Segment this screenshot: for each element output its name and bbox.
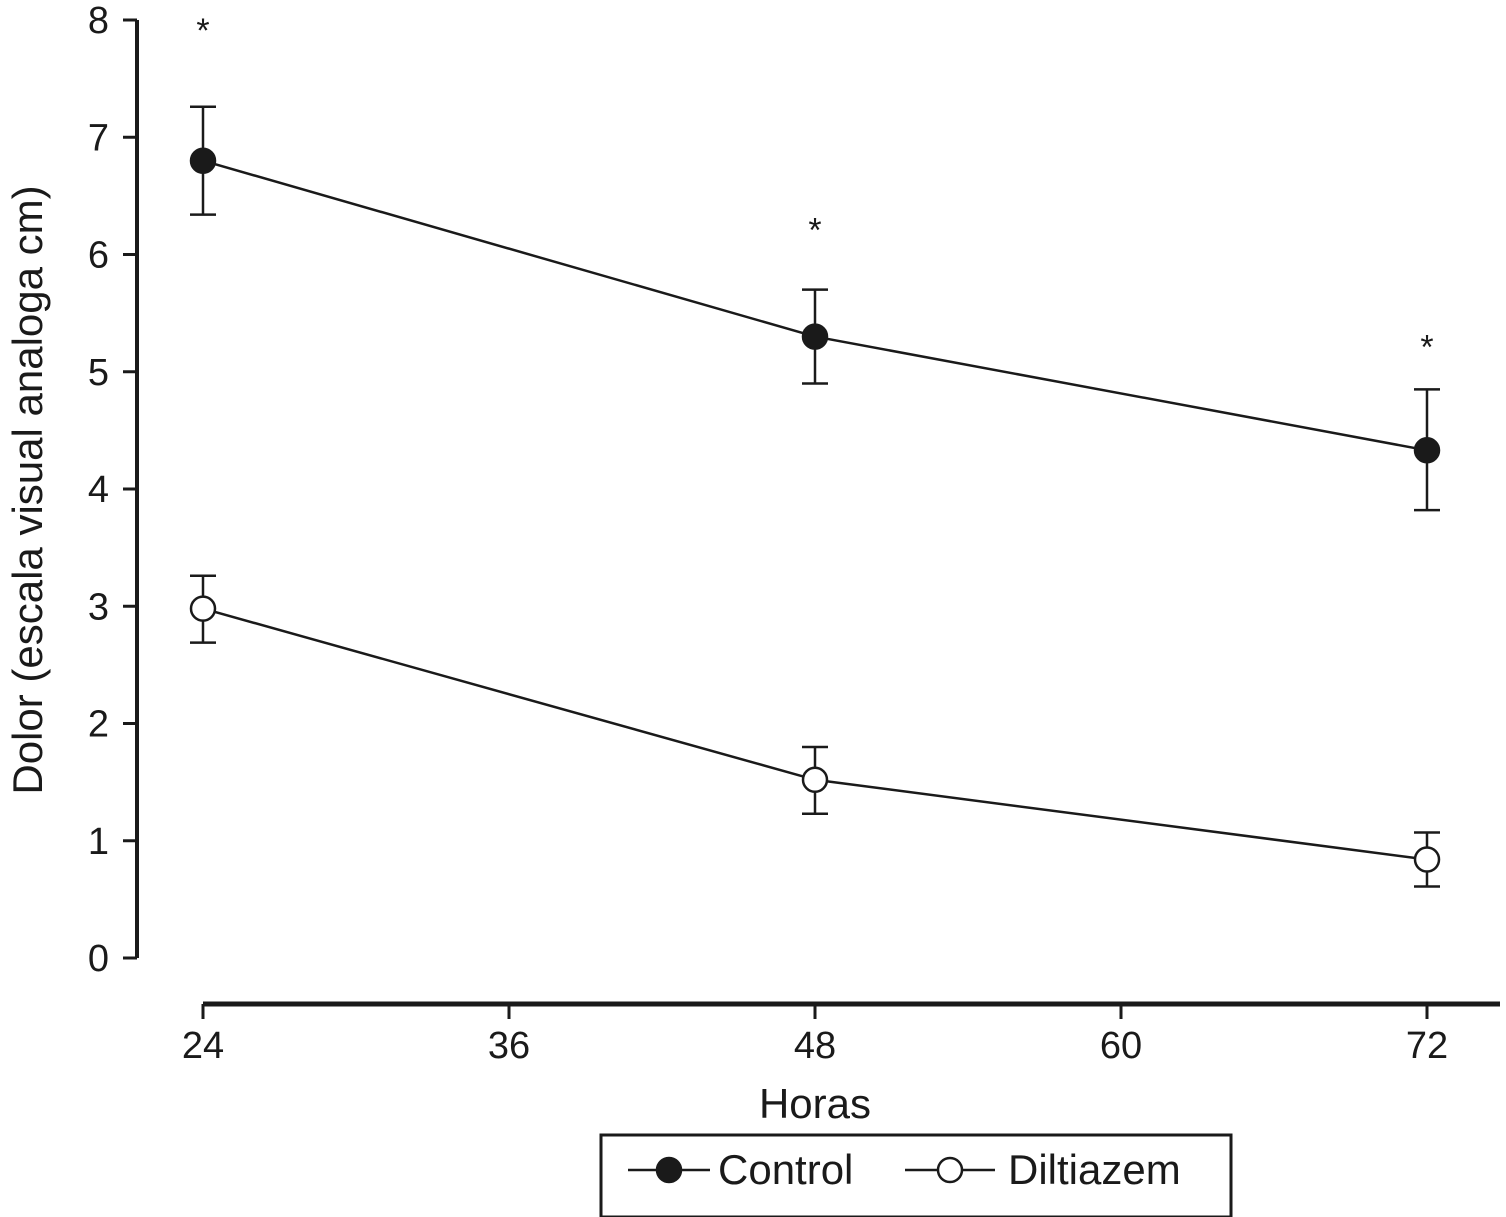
significance-marker: * [196,12,209,50]
data-point [1415,438,1439,462]
data-point [191,597,215,621]
legend-control-marker [657,1158,681,1182]
y-tick-label: 4 [88,469,109,511]
data-point [191,149,215,173]
y-tick-label: 1 [88,821,109,863]
x-tick-label: 36 [488,1025,530,1067]
data-point [803,325,827,349]
x-tick-label: 48 [794,1025,836,1067]
y-tick-label: 2 [88,704,109,746]
legend: Control Diltiazem [601,1135,1231,1217]
y-tick-label: 6 [88,235,109,277]
significance-marker: * [1420,329,1433,367]
x-tick-label: 60 [1100,1025,1142,1067]
series-line [203,609,1427,860]
y-tick-label: 8 [88,0,109,42]
y-tick-label: 3 [88,586,109,628]
x-axis-title: Horas [759,1080,871,1127]
y-tick-label: 0 [88,938,109,980]
y-tick-label: 7 [88,117,109,159]
x-tick-label: 72 [1406,1025,1448,1067]
legend-diltiazem-marker [938,1158,962,1182]
legend-control-label: Control [718,1146,853,1193]
significance-marker: * [808,211,821,249]
y-axis-title: Dolor (escala visual analoga cm) [4,185,51,794]
series-diltiazem [190,576,1440,887]
data-point [1415,848,1439,872]
axes: 0 1 2 3 4 5 6 7 8 24 36 48 60 72 [88,0,1500,1067]
data-point [803,768,827,792]
y-tick-label: 5 [88,352,109,394]
legend-diltiazem-label: Diltiazem [1008,1146,1181,1193]
x-tick-label: 24 [182,1025,224,1067]
series-control [190,107,1440,510]
